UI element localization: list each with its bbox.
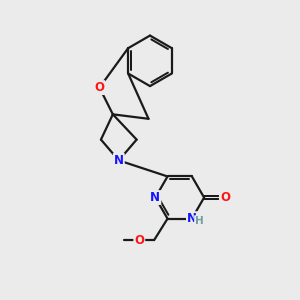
Text: N: N: [187, 212, 197, 225]
Text: N: N: [150, 191, 160, 204]
Text: O: O: [94, 81, 104, 94]
Text: N: N: [114, 154, 124, 167]
Text: O: O: [220, 191, 230, 204]
Text: O: O: [134, 234, 144, 247]
Text: H: H: [195, 216, 204, 226]
